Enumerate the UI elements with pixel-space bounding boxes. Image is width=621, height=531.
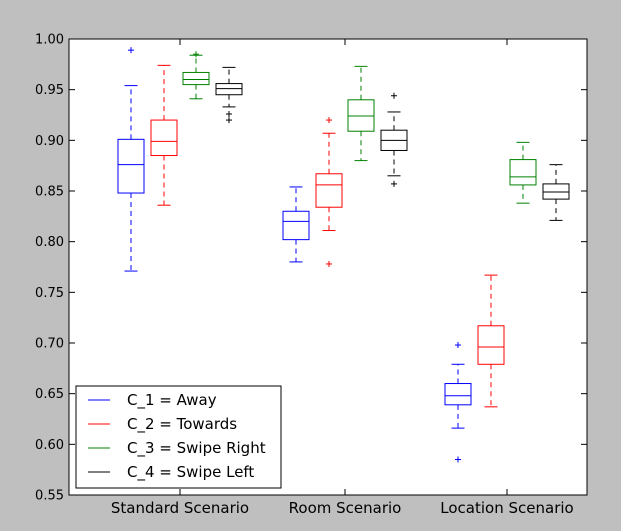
box-iqr	[215, 83, 243, 96]
legend-label: C_1 = Away	[127, 391, 217, 410]
box-2-3	[477, 274, 505, 408]
box-1-1	[117, 47, 145, 272]
y-tick-label: 0.75	[35, 286, 64, 301]
box-iqr	[150, 119, 178, 157]
outlier-marker	[455, 456, 461, 463]
y-tick-label: 0.60	[35, 438, 64, 453]
box-4-3	[542, 164, 570, 221]
outlier-marker	[391, 180, 397, 187]
x-category-label: Room Scenario	[289, 499, 402, 517]
box-2-1	[150, 64, 178, 206]
outlier-marker	[326, 260, 332, 267]
box-2-2	[315, 117, 343, 267]
box-3-3	[509, 141, 537, 204]
box-iqr	[117, 138, 145, 194]
y-tick-label: 0.85	[35, 185, 64, 200]
outlier-marker	[226, 117, 232, 124]
legend: C_1 = Away C_2 = Towards C_3 = Swipe Right…	[75, 385, 282, 489]
y-tick-label: 0.90	[35, 134, 64, 149]
box-iqr	[542, 183, 570, 200]
box-iqr	[315, 173, 343, 208]
y-tick-label: 0.95	[35, 83, 64, 98]
legend-label: C_4 = Swipe Left	[127, 463, 254, 482]
legend-label: C_3 = Swipe Right	[127, 439, 266, 458]
box-iqr	[444, 383, 472, 406]
x-axis: Standard Scenario Room Scenario Location S…	[111, 39, 574, 517]
outlier-marker	[226, 110, 232, 117]
outlier-marker	[128, 47, 134, 54]
legend-label: C_2 = Towards	[127, 415, 237, 434]
boxes-layer	[117, 47, 570, 463]
box-3-1	[182, 51, 210, 100]
box-4-2	[380, 92, 408, 187]
y-tick-label: 1.00	[35, 33, 64, 48]
y-tick-label: 0.55	[35, 489, 64, 504]
outlier-marker	[326, 117, 332, 124]
box-iqr	[182, 71, 210, 86]
outlier-marker	[391, 92, 397, 99]
y-tick-label: 0.70	[35, 337, 64, 352]
box-3-2	[347, 65, 375, 162]
y-tick-label: 0.65	[35, 387, 64, 402]
legend-frame	[75, 385, 282, 489]
box-1-2	[282, 186, 310, 263]
box-iqr	[347, 99, 375, 132]
box-1-3	[444, 342, 472, 463]
y-tick-label: 0.80	[35, 235, 64, 250]
y-axis: 0.55 0.60 0.65 0.70 0.75 0.80 0.85 0.90 0.95 1.00	[35, 33, 587, 504]
box-iqr	[509, 159, 537, 186]
x-category-label: Location Scenario	[440, 499, 573, 517]
box-iqr	[282, 210, 310, 241]
box-4-1	[215, 66, 243, 124]
x-category-label: Standard Scenario	[111, 499, 249, 517]
outlier-marker	[193, 51, 199, 58]
box-iqr	[477, 325, 505, 365]
outlier-marker	[455, 342, 461, 349]
